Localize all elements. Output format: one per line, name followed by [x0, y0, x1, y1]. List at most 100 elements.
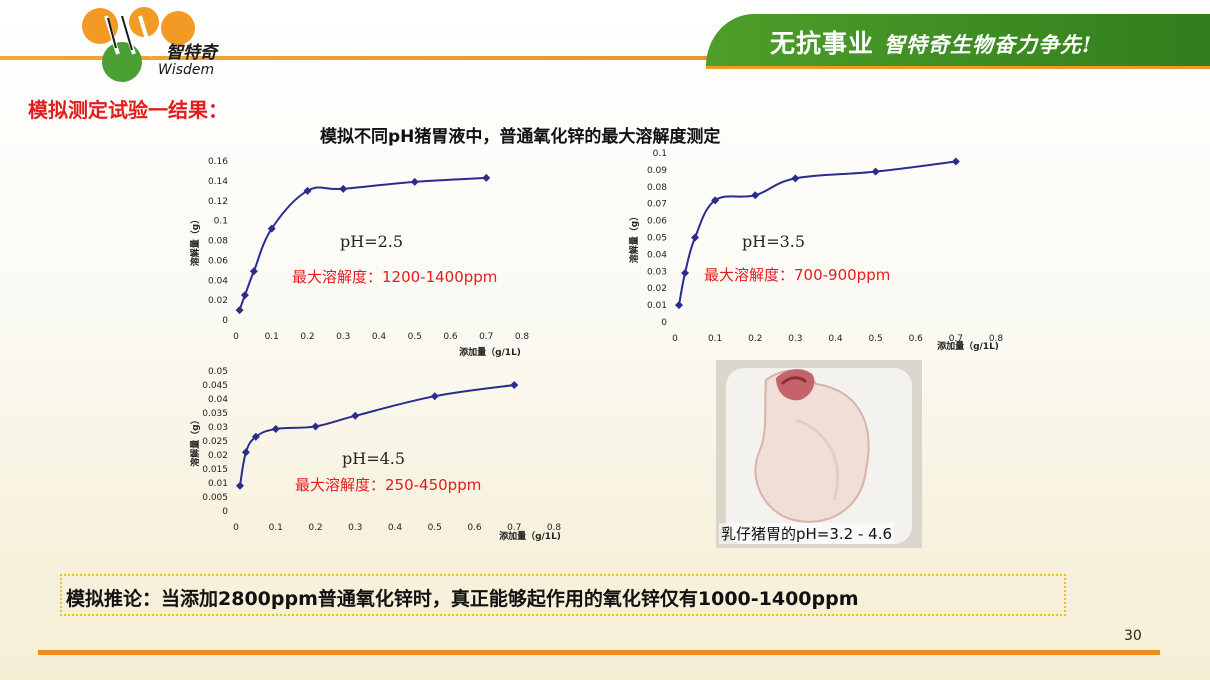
y-axis-label: 溶解量（g）: [628, 212, 640, 263]
data-point: [691, 233, 700, 242]
y-tick-label: 0.045: [202, 381, 228, 391]
y-tick-label: 0.005: [202, 493, 228, 503]
x-tick-label: 0: [233, 332, 239, 342]
y-tick-label: 0.03: [647, 267, 667, 277]
data-point: [510, 381, 519, 389]
x-tick-label: 0: [233, 523, 239, 533]
y-tick-label: 0.01: [647, 301, 667, 311]
data-point: [681, 268, 690, 277]
x-tick-label: 0.4: [828, 334, 843, 344]
x-tick-label: 0.4: [388, 523, 403, 533]
max-solubility-label: 最大溶解度：1200-1400ppm: [292, 268, 497, 286]
y-axis-label: 溶解量（g）: [189, 415, 201, 466]
y-tick-label: 0: [222, 507, 228, 517]
x-tick-label: 0.3: [336, 332, 350, 342]
x-axis-label: 添加量（g/1L): [499, 530, 561, 542]
chart-ph-4-5: 0 0.005 0.01 0.015 0.02 0.025 0.03 0.035 0.04 0.0…: [189, 367, 562, 542]
page-number: 30: [1124, 628, 1142, 644]
y-axis-label: 溶解量（g）: [189, 215, 201, 266]
max-solubility-label: 最大溶解度：250-450ppm: [295, 476, 481, 494]
x-tick-label: 0.7: [949, 334, 963, 344]
slogan-banner: [706, 14, 1210, 69]
data-point: [271, 424, 280, 433]
x-tick-label: 0.8: [989, 334, 1004, 344]
max-solubility-label: 最大溶解度：700-900ppm: [704, 266, 890, 284]
y-tick-label: 0.04: [647, 250, 667, 260]
x-tick-label: 0.1: [265, 332, 279, 342]
y-tick-label: 0.025: [202, 437, 228, 447]
data-point: [235, 481, 244, 490]
data-point: [751, 191, 760, 200]
y-tick-label: 0.1: [653, 149, 667, 159]
y-tick-label: 0.04: [208, 276, 228, 286]
photo-caption: 乳仔猪胃的pH=3.2 - 4.6: [719, 523, 895, 544]
data-point: [240, 291, 249, 300]
stomach-image: [716, 360, 922, 548]
company-logo: 智特奇 Wisdem: [82, 7, 219, 82]
y-tick-label: 0.06: [647, 217, 667, 227]
ph-label: pH=3.5: [742, 232, 805, 251]
data-point: [430, 392, 439, 401]
x-tick-label: 0.6: [443, 332, 458, 342]
y-tick-label: 0.03: [208, 423, 228, 433]
chart-ph-2-5: 0 0.02 0.04 0.06 0.08 0.1 0.12 0.14 0.16 0 0.1 0.2 0…: [189, 157, 530, 358]
data-point: [482, 173, 491, 182]
header-divider: [0, 56, 1210, 60]
y-tick-label: 0.08: [208, 237, 228, 247]
x-tick-label: 0: [672, 334, 678, 344]
x-tick-label: 0.2: [308, 523, 322, 533]
y-tick-label: 0.035: [202, 409, 228, 419]
ph-label: pH=4.5: [342, 449, 405, 468]
series-line: [238, 384, 515, 486]
x-tick-label: 0.4: [372, 332, 387, 342]
y-tick-label: 0.08: [647, 183, 667, 193]
logo-text-en: Wisdem: [158, 62, 214, 78]
data-point: [339, 184, 348, 193]
data-point: [711, 196, 720, 205]
y-tick-label: 0.05: [208, 367, 228, 377]
x-axis-label: 添加量（g/1L): [937, 340, 999, 352]
x-tick-label: 0.6: [909, 334, 924, 344]
y-tick-label: 0: [222, 316, 228, 326]
x-tick-label: 0.5: [868, 334, 882, 344]
footer-divider: [38, 650, 1160, 655]
data-point: [251, 432, 260, 441]
data-point: [791, 174, 800, 183]
data-point: [241, 448, 250, 457]
slogan-sub: 智特奇生物奋力争先!: [884, 32, 1093, 57]
x-tick-label: 0.7: [507, 523, 521, 533]
y-tick-label: 0.05: [647, 234, 667, 244]
logo-text-cn: 智特奇: [166, 43, 219, 63]
data-point: [303, 186, 312, 195]
data-point: [351, 411, 360, 420]
y-tick-label: 0.015: [202, 465, 228, 475]
y-tick-label: 0.12: [208, 197, 228, 207]
x-tick-label: 0.3: [788, 334, 802, 344]
section-title: 模拟测定试验一结果：: [28, 98, 228, 122]
data-point: [311, 422, 320, 431]
slogan: 无抗事业 智特奇生物奋力争先!: [770, 24, 1092, 60]
y-tick-label: 0.02: [208, 296, 228, 306]
y-tick-label: 0.02: [647, 284, 667, 294]
figure-title: 模拟不同pH猪胃液中，普通氧化锌的最大溶解度测定: [320, 127, 721, 147]
x-tick-label: 0.1: [269, 523, 283, 533]
ph-label: pH=2.5: [340, 232, 403, 251]
y-tick-label: 0.09: [647, 166, 667, 176]
y-tick-label: 0.06: [208, 256, 228, 266]
y-tick-label: 0.01: [208, 479, 228, 489]
x-tick-label: 0.7: [479, 332, 493, 342]
data-point: [871, 167, 880, 176]
chart-ph-3-5: 0 0.01 0.02 0.03 0.04 0.05 0.06 0.07 0.08 0.09 0.1…: [628, 149, 1004, 352]
data-point: [410, 177, 419, 186]
y-tick-label: 0.16: [208, 157, 228, 167]
pig-stomach-photo: 乳仔猪胃的pH=3.2 - 4.6: [716, 360, 922, 548]
y-tick-label: 0.04: [208, 395, 228, 405]
slogan-main: 无抗事业: [770, 29, 875, 58]
x-tick-label: 0.8: [547, 523, 562, 533]
y-tick-label: 0.07: [647, 200, 667, 210]
x-tick-label: 0.6: [467, 523, 482, 533]
data-point: [249, 267, 258, 276]
x-tick-label: 0.5: [408, 332, 422, 342]
x-tick-label: 0.8: [515, 332, 530, 342]
data-point: [267, 224, 276, 233]
